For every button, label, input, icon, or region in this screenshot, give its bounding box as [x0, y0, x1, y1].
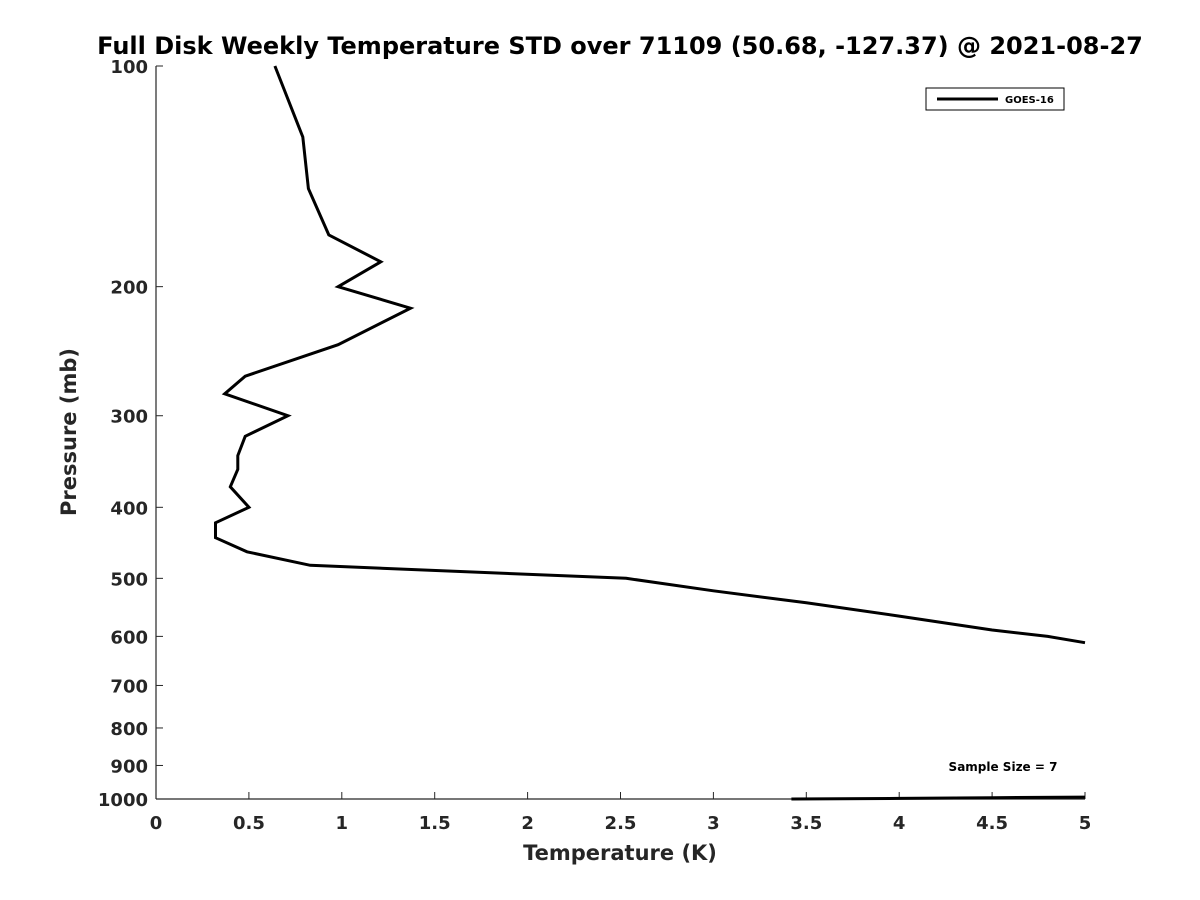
y-tick-label: 100: [110, 57, 148, 78]
y-tick-label: 600: [110, 627, 148, 648]
y-tick-label: 1000: [98, 790, 148, 811]
y-tick-label: 300: [110, 407, 148, 428]
x-tick-label: 3: [707, 813, 720, 834]
series-layer: [214, 65, 1086, 801]
y-tick-label: 800: [110, 719, 148, 740]
sample-size-annotation: Sample Size = 7: [949, 760, 1058, 774]
x-tick-label: 3.5: [790, 813, 822, 834]
y-axis-ticks: 100 200 300 400 500 600 700 800 900 1000: [98, 57, 163, 811]
y-tick-label: 700: [110, 676, 148, 697]
x-tick-label: 5: [1079, 813, 1092, 834]
y-axis-label: Pressure (mb): [57, 348, 81, 516]
x-tick-label: 2.5: [605, 813, 637, 834]
x-tick-label: 0: [150, 813, 163, 834]
series-line-goes-16-segment-2: [791, 795, 1086, 801]
x-axis-ticks: 0 0.5 1 1.5 2 2.5 3 3.5 4 4.5 5: [150, 792, 1092, 834]
x-tick-label: 0.5: [233, 813, 265, 834]
legend: GOES-16: [925, 87, 1065, 111]
y-tick-label: 900: [110, 756, 148, 777]
y-tick-label: 200: [110, 278, 148, 299]
y-tick-label: 500: [110, 569, 148, 590]
chart-title: Full Disk Weekly Temperature STD over 71…: [97, 32, 1143, 60]
plot-area: [155, 66, 1085, 800]
x-tick-label: 1: [336, 813, 349, 834]
x-axis-label: Temperature (K): [523, 841, 717, 865]
legend-label-goes-16: GOES-16: [1005, 95, 1054, 106]
x-tick-label: 4.5: [976, 813, 1008, 834]
y-tick-label: 400: [110, 498, 148, 519]
x-tick-label: 1.5: [419, 813, 451, 834]
x-tick-label: 2: [521, 813, 534, 834]
x-tick-label: 4: [893, 813, 906, 834]
series-line-goes-16-segment-1: [214, 65, 1086, 645]
